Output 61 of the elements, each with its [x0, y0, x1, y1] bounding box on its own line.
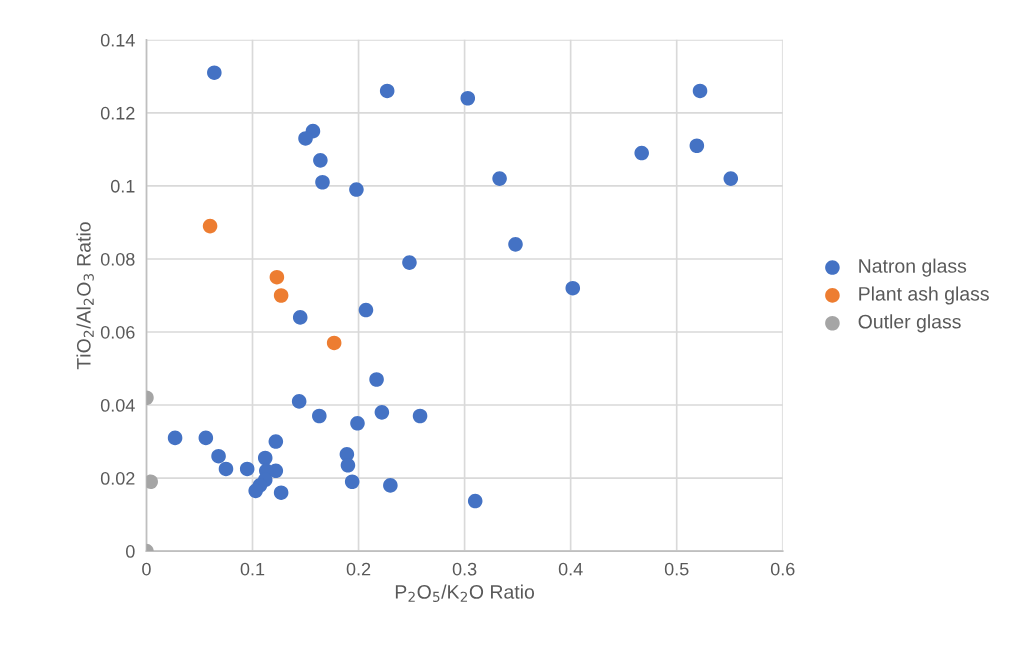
point [268, 434, 284, 449]
point [692, 83, 708, 99]
point [202, 218, 218, 234]
point [412, 408, 428, 424]
point [207, 65, 222, 80]
y-tick-label: 0.14 [100, 33, 135, 47]
point [291, 394, 307, 409]
point [312, 408, 327, 424]
point [344, 474, 360, 490]
legend-label: Outler glass [858, 314, 961, 333]
point [298, 131, 313, 146]
y-tick-label: 0 [126, 545, 135, 558]
point [369, 372, 384, 387]
point [248, 483, 263, 499]
x-tick-label: 0.4 [558, 562, 583, 576]
point [292, 310, 308, 325]
point [383, 478, 398, 493]
y-axis-title: TiO$_{2}$/Al$_{2}$O$_{3}$ Ratio [76, 222, 94, 370]
point [340, 458, 356, 473]
point [273, 288, 289, 303]
point [460, 90, 476, 106]
x-tick-label: 0.1 [240, 562, 265, 576]
x-tick-label: 0.6 [770, 562, 795, 576]
point [198, 430, 214, 446]
point [315, 174, 330, 190]
x-tick-label: 0.5 [664, 562, 689, 576]
y-tick-label: 0.06 [100, 325, 135, 339]
point [326, 335, 342, 351]
y-tick-label: 0.1 [110, 179, 135, 193]
point [273, 485, 289, 500]
y-tick-label: 0.12 [100, 106, 135, 120]
point [379, 83, 395, 99]
legend-label: Natron glass [859, 258, 967, 277]
point [349, 182, 364, 197]
x-tick-label: 0 [142, 562, 151, 576]
legend-label: Plant ash glass [859, 286, 989, 305]
point [313, 153, 328, 168]
point [402, 255, 417, 270]
point [269, 269, 285, 285]
point [508, 237, 523, 252]
x-axis-title: P$_{2}$O$_{5}$/K$_{2}$O Ratio [395, 584, 535, 602]
y-tick-label: 0.04 [100, 398, 135, 412]
point [257, 450, 273, 466]
point [350, 416, 365, 431]
point [167, 430, 183, 446]
y-tick-label: 0.02 [100, 472, 135, 485]
point [565, 280, 581, 296]
x-tick-label: 0.3 [452, 562, 477, 576]
point [634, 145, 649, 161]
point [146, 474, 158, 490]
y-tick-label: 0.08 [100, 252, 135, 266]
point [467, 493, 483, 509]
point [689, 138, 705, 154]
point [211, 448, 226, 464]
x-tick-label: 0.2 [346, 562, 371, 576]
point [723, 171, 739, 186]
point [358, 302, 374, 318]
point [239, 461, 255, 477]
point [218, 461, 234, 477]
point [374, 405, 390, 420]
point [492, 171, 507, 186]
